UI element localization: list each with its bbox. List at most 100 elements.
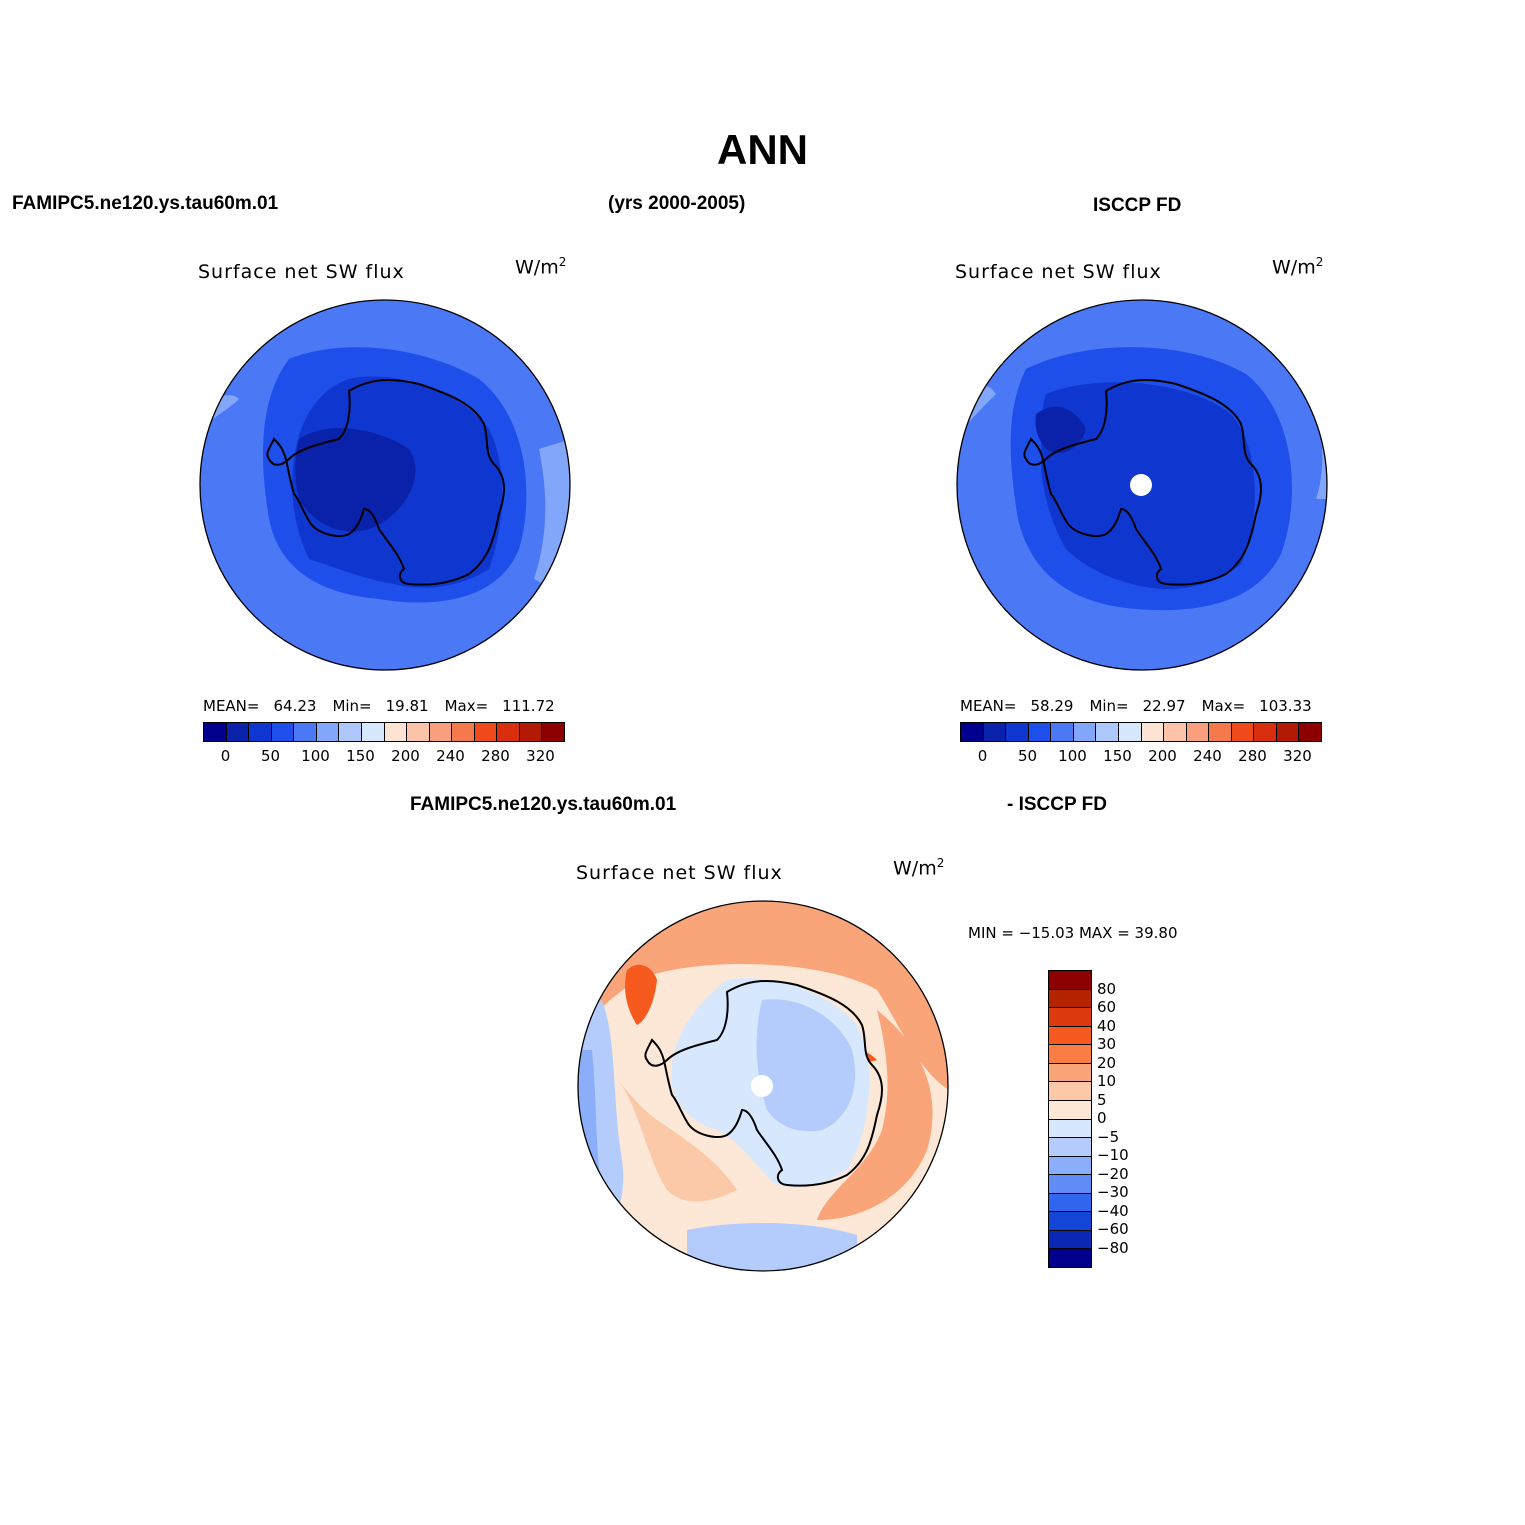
model-panel-units: W/m2 <box>515 255 567 279</box>
obs-colorbar-ticks: 0 50 100 150 200 240 280 320 <box>960 747 1320 767</box>
obs-colorbar-swatch <box>1276 723 1300 741</box>
model-colorbar-swatch <box>542 723 564 741</box>
model-colorbar-swatch <box>339 723 362 741</box>
obs-colorbar-swatch <box>1096 723 1119 741</box>
model-colorbar-tick-label: 0 <box>220 747 231 765</box>
diff-colorbar-tick-label: 0 <box>1097 1109 1107 1127</box>
model-colorbar-tick-label: 200 <box>391 747 420 765</box>
obs-colorbar-tick-label: 0 <box>977 747 988 765</box>
diff-colorbar-swatch <box>1049 1138 1091 1157</box>
diff-colorbar-tick-label: −10 <box>1097 1146 1129 1164</box>
obs-colorbar-swatch <box>1073 723 1097 741</box>
diff-header-left: FAMIPC5.ne120.ys.tau60m.01 <box>410 794 677 815</box>
obs-colorbar-swatch <box>1141 723 1165 741</box>
obs-polar-map <box>956 299 1328 671</box>
obs-colorbar-swatch <box>961 723 984 741</box>
diff-colorbar-swatch <box>1049 1008 1091 1027</box>
diff-colorbar-tick-label: −5 <box>1097 1127 1120 1146</box>
obs-colorbar-tick-label: 50 <box>1017 747 1038 765</box>
diff-colorbar-swatch <box>1049 1212 1091 1231</box>
obs-colorbar-swatch <box>1209 723 1232 741</box>
obs-name-header: ISCCP FD <box>1093 195 1182 216</box>
model-colorbar-swatch <box>384 723 408 741</box>
model-colorbar-swatch <box>519 723 543 741</box>
diff-colorbar-tick-label: 20 <box>1097 1053 1117 1072</box>
years-header: (yrs 2000-2005) <box>608 193 746 214</box>
diff-colorbar <box>1048 970 1092 1268</box>
model-panel-stats: MEAN= 64.23 Min= 19.81 Max= 111.72 <box>203 697 555 715</box>
obs-panel-stats: MEAN= 58.29 Min= 22.97 Max= 103.33 <box>960 697 1312 715</box>
diff-colorbar-ticks: 80 60 40 30 20 10 5 0 −5 −10 −20 −30 −40 −60 −80 <box>1097 970 1157 1266</box>
diff-colorbar-tick-label: −80 <box>1097 1238 1129 1257</box>
diff-colorbar-tick-label: −60 <box>1097 1220 1129 1238</box>
obs-colorbar-swatch <box>1299 723 1321 741</box>
model-panel-title: Surface net SW flux <box>198 261 405 283</box>
obs-colorbar-tick-label: 280 <box>1238 747 1267 765</box>
diff-colorbar-swatch <box>1049 1100 1091 1120</box>
model-colorbar <box>203 722 565 742</box>
diff-colorbar-swatch <box>1049 971 1091 990</box>
model-colorbar-swatch <box>249 723 272 741</box>
model-colorbar-tick-label: 240 <box>436 747 465 765</box>
model-colorbar-swatch <box>452 723 475 741</box>
obs-colorbar-swatch <box>1028 723 1052 741</box>
diff-colorbar-swatch <box>1049 1249 1091 1267</box>
diff-colorbar-tick-label: −20 <box>1097 1164 1129 1183</box>
model-polar-map <box>199 299 571 671</box>
obs-colorbar-swatch <box>1231 723 1255 741</box>
obs-colorbar-swatch <box>1051 723 1074 741</box>
model-colorbar-tick-label: 320 <box>526 747 555 765</box>
diff-colorbar-swatch <box>1049 1156 1091 1176</box>
diff-panel-title: Surface net SW flux <box>576 862 783 884</box>
diff-colorbar-swatch <box>1049 1026 1091 1046</box>
main-title: ANN <box>717 126 808 173</box>
obs-colorbar-swatch <box>1118 723 1142 741</box>
diff-panel-units: W/m2 <box>893 856 945 880</box>
obs-colorbar-tick-label: 240 <box>1193 747 1222 765</box>
diff-colorbar-tick-label: 30 <box>1097 1035 1117 1053</box>
obs-colorbar-swatch <box>1186 723 1210 741</box>
obs-colorbar-tick-label: 320 <box>1283 747 1312 765</box>
diff-header-right: - ISCCP FD <box>1007 794 1107 815</box>
diff-colorbar-tick-label: −30 <box>1097 1183 1129 1201</box>
model-colorbar-swatch <box>316 723 340 741</box>
diff-colorbar-swatch <box>1049 989 1091 1009</box>
obs-colorbar-tick-label: 150 <box>1103 747 1132 765</box>
diff-colorbar-tick-label: 10 <box>1097 1072 1117 1090</box>
obs-colorbar-swatch <box>1164 723 1187 741</box>
model-colorbar-swatch <box>474 723 498 741</box>
model-colorbar-swatch <box>361 723 385 741</box>
obs-colorbar-swatch <box>983 723 1007 741</box>
diff-colorbar-tick-label: 5 <box>1097 1090 1107 1109</box>
model-colorbar-swatch <box>271 723 295 741</box>
diff-colorbar-tick-label: 80 <box>1097 979 1117 998</box>
diff-colorbar-tick-label: 60 <box>1097 998 1117 1016</box>
model-colorbar-ticks: 0 50 100 150 200 240 280 320 <box>203 747 563 767</box>
obs-panel-title: Surface net SW flux <box>955 261 1162 283</box>
obs-colorbar <box>960 722 1322 742</box>
diff-colorbar-swatch <box>1049 1082 1091 1101</box>
model-colorbar-swatch <box>429 723 453 741</box>
obs-panel-units: W/m2 <box>1272 255 1324 279</box>
model-colorbar-tick-label: 100 <box>301 747 330 765</box>
model-colorbar-swatch <box>226 723 250 741</box>
diff-colorbar-swatch <box>1049 1193 1091 1213</box>
diff-colorbar-swatch <box>1049 1175 1091 1194</box>
diff-colorbar-tick-label: 40 <box>1097 1016 1117 1035</box>
model-colorbar-tick-label: 280 <box>481 747 510 765</box>
obs-colorbar-tick-label: 100 <box>1058 747 1087 765</box>
diff-colorbar-swatch <box>1049 1045 1091 1064</box>
diff-colorbar-tick-label: −40 <box>1097 1201 1129 1220</box>
model-name-header: FAMIPC5.ne120.ys.tau60m.01 <box>12 193 279 214</box>
obs-colorbar-swatch <box>1254 723 1277 741</box>
model-colorbar-swatch <box>294 723 317 741</box>
diff-minmax: MIN = −15.03 MAX = 39.80 <box>968 924 1178 942</box>
obs-colorbar-swatch <box>1006 723 1029 741</box>
diff-colorbar-swatch <box>1049 1119 1091 1139</box>
diff-colorbar-swatch <box>1049 1230 1091 1250</box>
model-colorbar-swatch <box>407 723 430 741</box>
obs-colorbar-tick-label: 200 <box>1148 747 1177 765</box>
model-colorbar-swatch <box>497 723 520 741</box>
model-colorbar-swatch <box>204 723 227 741</box>
model-colorbar-tick-label: 50 <box>260 747 281 765</box>
